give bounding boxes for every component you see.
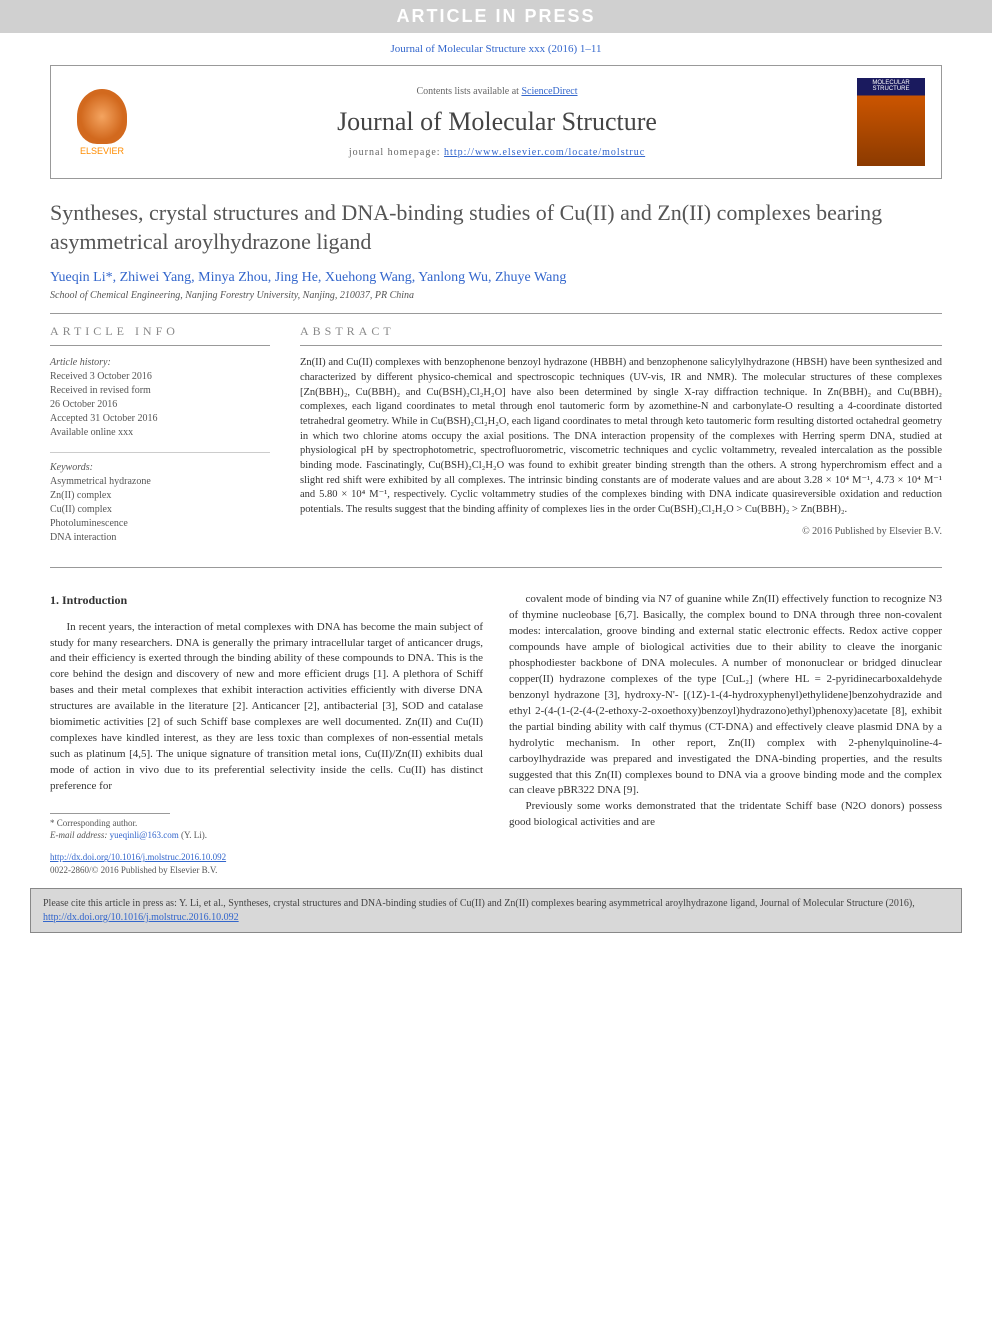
body-columns: 1. Introduction In recent years, the int…: [50, 592, 942, 841]
abstract-column: ABSTRACT Zn(II) and Cu(II) complexes wit…: [300, 324, 942, 557]
article-info: ARTICLE INFO Article history: Received 3…: [50, 324, 270, 557]
body-col-left: 1. Introduction In recent years, the int…: [50, 592, 483, 841]
affiliation: School of Chemical Engineering, Nanjing …: [50, 290, 942, 301]
info-abstract-row: ARTICLE INFO Article history: Received 3…: [50, 324, 942, 557]
abstract-text: Zn(II) and Cu(II) complexes with benzoph…: [300, 356, 942, 518]
elsevier-logo: ELSEVIER: [67, 82, 137, 162]
divider: [50, 313, 942, 314]
cover-label: MOLECULAR STRUCTURE: [859, 80, 923, 92]
email-suffix: (Y. Li).: [179, 830, 207, 840]
in-press-banner: ARTICLE IN PRESS: [0, 0, 992, 33]
body-col-right: covalent mode of binding via N7 of guani…: [509, 592, 942, 841]
keywords-block: Keywords: Asymmetrical hydrazone Zn(II) …: [50, 461, 270, 545]
corresponding-footnote: * Corresponding author. E-mail address: …: [50, 818, 483, 841]
divider: [50, 567, 942, 568]
history-line: Available online xxx: [50, 427, 133, 438]
cite-doi-link[interactable]: http://dx.doi.org/10.1016/j.molstruc.201…: [43, 912, 239, 923]
citation-header: Journal of Molecular Structure xxx (2016…: [0, 33, 992, 65]
journal-name: Journal of Molecular Structure: [137, 107, 857, 137]
article-history: Article history: Received 3 October 2016…: [50, 356, 270, 440]
intro-heading: 1. Introduction: [50, 592, 483, 609]
intro-paragraph: Previously some works demonstrated that …: [509, 799, 942, 831]
cite-text: Please cite this article in press as: Y.…: [43, 898, 915, 909]
sciencedirect-link[interactable]: ScienceDirect: [521, 86, 577, 97]
doi-block: http://dx.doi.org/10.1016/j.molstruc.201…: [50, 851, 942, 876]
info-subdivider: [50, 452, 270, 453]
keywords-label: Keywords:: [50, 462, 93, 473]
keyword: Cu(II) complex: [50, 504, 112, 515]
contents-available: Contents lists available at ScienceDirec…: [137, 86, 857, 97]
intro-paragraph: In recent years, the interaction of meta…: [50, 620, 483, 795]
elsevier-label: ELSEVIER: [80, 146, 124, 156]
email-link[interactable]: yueqinli@163.com: [110, 830, 179, 840]
intro-paragraph: covalent mode of binding via N7 of guani…: [509, 592, 942, 799]
homepage-line: journal homepage: http://www.elsevier.co…: [137, 147, 857, 158]
history-line: Accepted 31 October 2016: [50, 413, 157, 424]
history-line: 26 October 2016: [50, 399, 117, 410]
history-label: Article history:: [50, 357, 111, 368]
journal-cover-thumb: MOLECULAR STRUCTURE: [857, 78, 925, 166]
article-title: Syntheses, crystal structures and DNA-bi…: [50, 199, 942, 256]
issn-line: 0022-2860/© 2016 Published by Elsevier B…: [50, 865, 217, 875]
article-info-heading: ARTICLE INFO: [50, 324, 270, 346]
abstract-heading: ABSTRACT: [300, 324, 942, 346]
header-center: Contents lists available at ScienceDirec…: [137, 86, 857, 158]
journal-header: ELSEVIER Contents lists available at Sci…: [50, 65, 942, 179]
history-line: Received 3 October 2016: [50, 371, 152, 382]
history-line: Received in revised form: [50, 385, 151, 396]
homepage-link[interactable]: http://www.elsevier.com/locate/molstruc: [444, 147, 645, 158]
abstract-copyright: © 2016 Published by Elsevier B.V.: [300, 526, 942, 537]
footnote-divider: [50, 813, 170, 814]
email-prefix: E-mail address:: [50, 830, 110, 840]
corr-author: * Corresponding author.: [50, 818, 137, 828]
homepage-prefix: journal homepage:: [349, 147, 444, 158]
keyword: DNA interaction: [50, 532, 116, 543]
doi-link[interactable]: http://dx.doi.org/10.1016/j.molstruc.201…: [50, 852, 226, 862]
cite-article-box: Please cite this article in press as: Y.…: [30, 888, 962, 933]
authors-list: Yueqin Li*, Zhiwei Yang, Minya Zhou, Jin…: [50, 270, 942, 286]
keyword: Asymmetrical hydrazone: [50, 476, 151, 487]
keyword: Zn(II) complex: [50, 490, 111, 501]
elsevier-tree-icon: [77, 89, 127, 144]
keyword: Photoluminescence: [50, 518, 128, 529]
contents-prefix: Contents lists available at: [416, 86, 521, 97]
